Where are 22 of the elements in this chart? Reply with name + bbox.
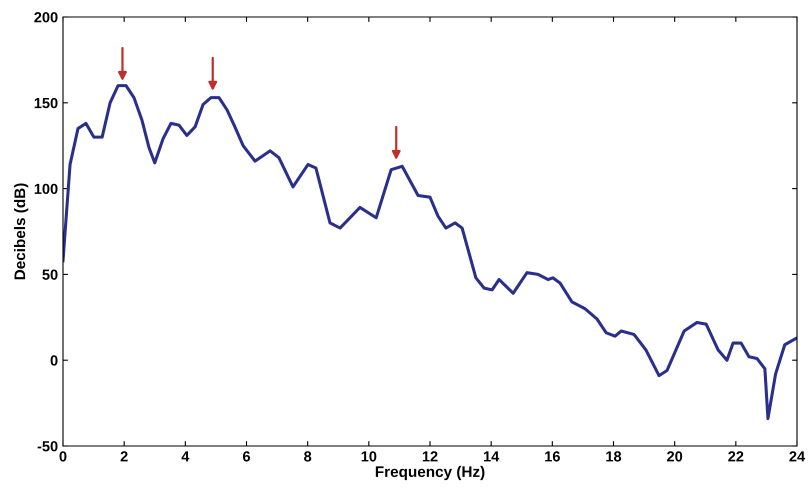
y-axis-title: Decibels (dB) — [14, 183, 28, 280]
y-tick-label: 50 — [42, 270, 58, 280]
x-tick-label: 8 — [304, 451, 312, 462]
line-series — [63, 84, 797, 420]
x-tick-label: 16 — [545, 451, 560, 462]
y-tick-label: 200 — [34, 12, 58, 22]
x-tick-label: 22 — [728, 451, 744, 462]
x-tick-label: 4 — [182, 451, 190, 462]
x-tick-label: 6 — [242, 451, 250, 462]
x-tick-label: 10 — [362, 451, 376, 462]
y-tick-label: -50 — [38, 441, 58, 452]
x-tick-label: 20 — [667, 451, 682, 462]
y-tick-label: 100 — [34, 184, 58, 194]
x-tick-label: 2 — [120, 451, 128, 462]
x-tick-label: 18 — [606, 451, 622, 462]
x-tick-label: 12 — [422, 451, 438, 462]
y-tick-label: 0 — [50, 355, 58, 366]
x-tick-label: 24 — [789, 451, 806, 462]
x-tick-label: 14 — [484, 451, 500, 462]
x-axis-title: Frequency (Hz) — [376, 466, 484, 480]
x-tick-label: 0 — [60, 451, 66, 462]
y-tick-label: 150 — [34, 98, 58, 108]
